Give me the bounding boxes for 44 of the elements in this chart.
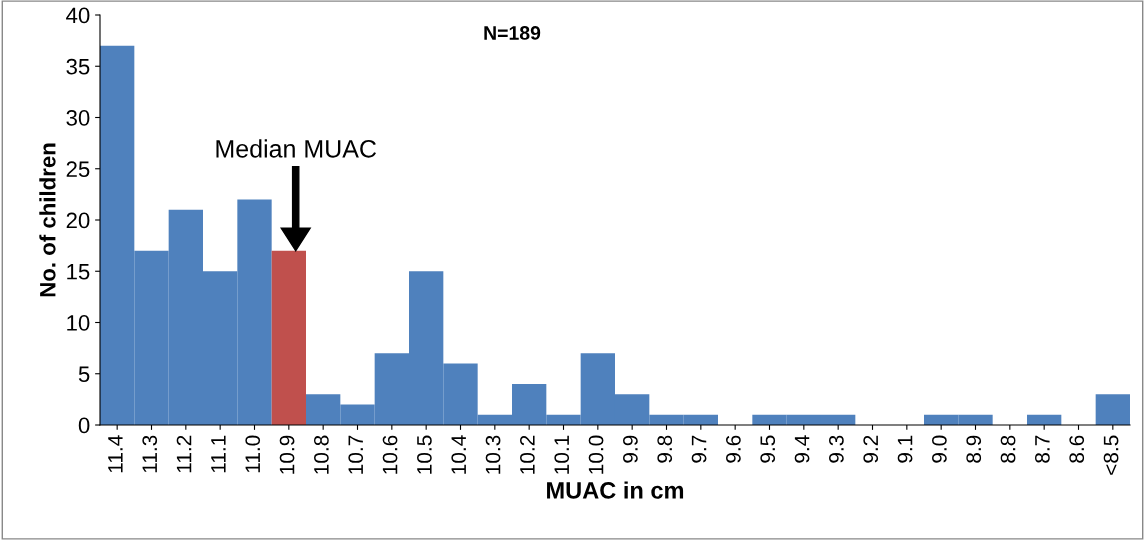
x-tick-label: 9.4 (794, 435, 810, 463)
annotation: N=189 (484, 26, 541, 40)
x-tick-label: 11.4 (108, 435, 123, 473)
y-tick-label: 20 (66, 212, 90, 229)
y-tick-label: 10 (67, 315, 90, 331)
x-tick-label: 11.0 (245, 435, 261, 473)
x-tick-label: 10.7 (348, 435, 364, 474)
x-tick-label: 11.1 (211, 435, 226, 473)
x-tick-label: 11.3 (142, 435, 158, 473)
annotation: Median MUAC (216, 139, 377, 158)
x-tick-label: 11.2 (176, 435, 192, 473)
x-tick-label: 10.0 (588, 435, 604, 474)
x-tick-label: 10.5 (417, 435, 432, 474)
y-tick-label: 0 (78, 417, 90, 434)
x-tick-label: 10.8 (314, 435, 329, 474)
x-tick-label: 10.6 (382, 435, 398, 474)
x-axis-title: MUAC in cm (547, 481, 684, 499)
x-tick-label: 10.4 (451, 435, 467, 474)
x-tick-label: 8.9 (966, 435, 982, 463)
x-tick-label: 9.6 (726, 435, 741, 463)
x-tick-label: 9.9 (623, 435, 638, 463)
x-tick-label: 10.1 (554, 435, 570, 474)
y-tick-label: 30 (66, 110, 90, 126)
x-tick-label: 9.0 (932, 435, 947, 463)
x-tick-label: 10.2 (520, 435, 535, 474)
x-tick-label: 9.7 (691, 435, 707, 463)
x-tick-label: 9.5 (760, 435, 776, 463)
x-tick-label: 10.3 (485, 435, 501, 474)
x-tick-label: 9.3 (829, 435, 844, 463)
bar (1095, 394, 1130, 425)
x-tick-label: <8.5 (1103, 435, 1119, 475)
y-tick-label: 40 (66, 7, 90, 24)
x-tick-label: 9.1 (897, 435, 913, 463)
x-tick-label: 9.2 (863, 435, 879, 463)
x-tick-label: 8.6 (1069, 435, 1085, 463)
y-tick-label: 25 (66, 161, 90, 178)
x-tick-label: 10.9 (279, 435, 295, 474)
x-tick-label: 8.8 (1000, 435, 1016, 463)
y-tick-label: 15 (67, 264, 90, 280)
y-axis-title: No. of children (39, 143, 56, 297)
x-tick-label: 9.8 (657, 435, 673, 463)
x-tick-label: 8.7 (1035, 435, 1050, 463)
y-tick-label: 5 (78, 366, 90, 383)
y-tick-label: 35 (66, 58, 90, 75)
